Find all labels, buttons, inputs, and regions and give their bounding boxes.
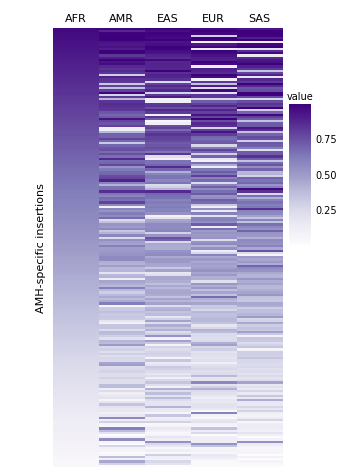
- Y-axis label: AMH-specific insertions: AMH-specific insertions: [36, 183, 46, 313]
- Title: value: value: [287, 92, 313, 101]
